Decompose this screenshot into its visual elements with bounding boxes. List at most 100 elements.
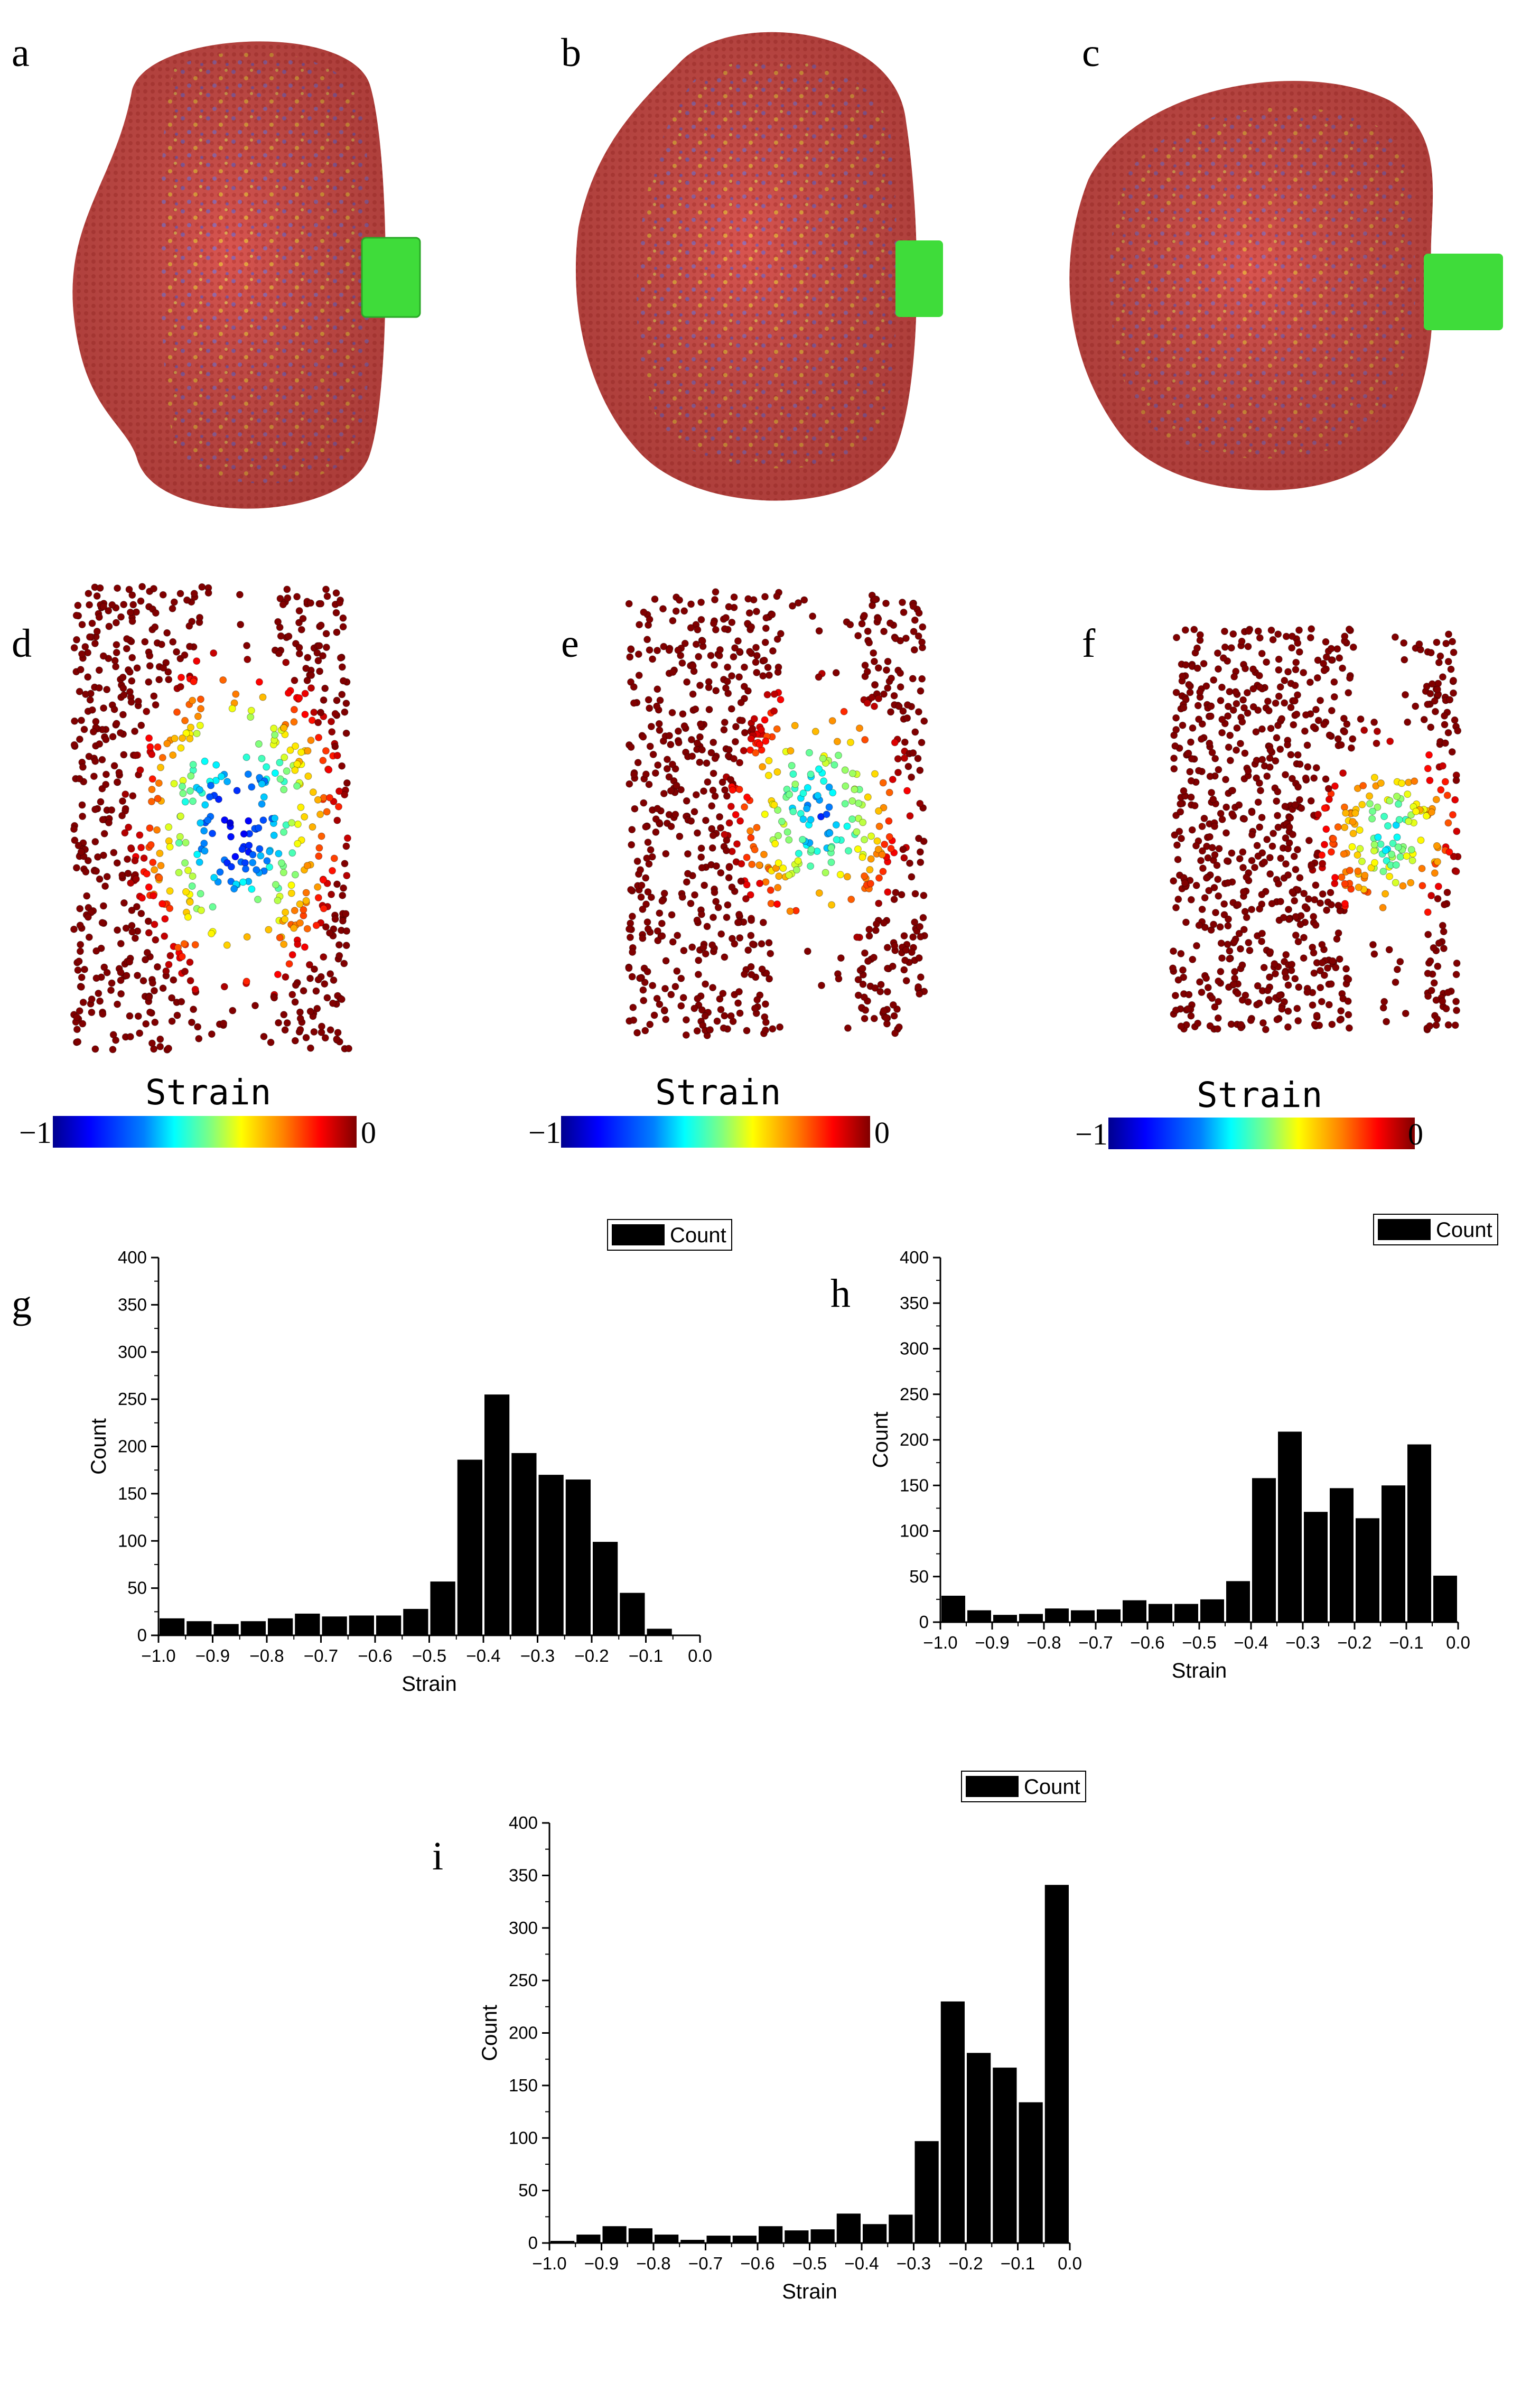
strain-point bbox=[864, 957, 872, 965]
strain-point bbox=[1237, 945, 1244, 953]
strain-point bbox=[827, 844, 835, 852]
strain-point bbox=[840, 708, 848, 715]
strain-point bbox=[1431, 708, 1439, 715]
strain-point bbox=[279, 601, 287, 609]
x-tick-label: −0.1 bbox=[629, 1646, 663, 1665]
bar-g-10 bbox=[430, 1581, 455, 1635]
strain-point bbox=[1254, 982, 1262, 990]
strain-point bbox=[285, 960, 293, 968]
strain-point bbox=[866, 880, 874, 888]
x-tick-label: −0.3 bbox=[1285, 1633, 1320, 1652]
strain-point bbox=[186, 643, 193, 650]
strain-point bbox=[1289, 888, 1296, 896]
strain-point bbox=[807, 846, 815, 854]
strain-point bbox=[131, 857, 139, 864]
strain-point bbox=[148, 750, 156, 758]
x-tick-label: −0.5 bbox=[1182, 1633, 1216, 1652]
strain-point bbox=[1192, 881, 1200, 889]
panel-letter-i: i bbox=[432, 1834, 444, 1878]
strain-point bbox=[187, 723, 194, 731]
strain-point bbox=[323, 994, 331, 1002]
strain-point bbox=[284, 689, 292, 697]
strain-point bbox=[1281, 969, 1289, 976]
strain-point bbox=[1373, 728, 1381, 736]
strain-point bbox=[820, 777, 828, 785]
strain-point bbox=[1402, 1010, 1410, 1017]
strain-point bbox=[1369, 807, 1377, 815]
strain-point bbox=[317, 621, 325, 629]
strain-point bbox=[196, 786, 203, 794]
strain-point bbox=[1172, 1007, 1180, 1014]
strain-point bbox=[667, 741, 675, 749]
strain-point bbox=[877, 981, 885, 989]
strain-point bbox=[1177, 1022, 1185, 1030]
strain-point bbox=[242, 978, 250, 985]
strain-point bbox=[1439, 998, 1446, 1005]
strain-point bbox=[1322, 638, 1330, 646]
strain-point bbox=[919, 914, 927, 922]
strain-point bbox=[96, 584, 104, 592]
strain-point bbox=[654, 805, 661, 813]
strain-point bbox=[1384, 822, 1392, 830]
strain-point bbox=[1340, 850, 1348, 858]
strain-point bbox=[1238, 718, 1246, 726]
strain-point bbox=[293, 593, 301, 601]
strain-point bbox=[148, 979, 156, 987]
strain-point bbox=[1193, 942, 1200, 950]
strain-point bbox=[1303, 741, 1311, 749]
strain-point bbox=[257, 852, 265, 860]
strain-point bbox=[684, 870, 692, 878]
strain-point bbox=[1274, 812, 1282, 820]
strain-point bbox=[1214, 1025, 1221, 1033]
strain-point bbox=[1311, 1020, 1319, 1028]
strain-point bbox=[95, 684, 103, 692]
strain-point bbox=[1451, 1021, 1459, 1029]
strain-point bbox=[767, 900, 775, 907]
strain-point bbox=[1423, 812, 1431, 820]
strain-point bbox=[88, 619, 96, 627]
strain-point bbox=[186, 977, 194, 984]
strain-point bbox=[1206, 772, 1214, 780]
strain-point bbox=[879, 779, 887, 787]
strain-point bbox=[1426, 690, 1434, 697]
strain-point bbox=[815, 673, 823, 681]
strain-point bbox=[1231, 967, 1239, 975]
strain-point bbox=[774, 806, 782, 814]
strain-point bbox=[1258, 937, 1266, 945]
strain-point bbox=[1181, 626, 1189, 634]
strain-point bbox=[1226, 955, 1234, 963]
strain-point bbox=[295, 644, 303, 651]
strain-point bbox=[1450, 677, 1457, 684]
strain-point bbox=[1407, 846, 1415, 854]
strain-point bbox=[655, 720, 663, 728]
strain-point bbox=[770, 690, 778, 698]
strain-point bbox=[258, 780, 266, 788]
bar-h-9 bbox=[1174, 1604, 1198, 1622]
strain-point bbox=[856, 724, 863, 732]
strain-point bbox=[863, 668, 871, 676]
strain-point bbox=[223, 778, 231, 786]
strain-point bbox=[737, 699, 745, 706]
strain-point bbox=[815, 889, 823, 897]
strain-point bbox=[1177, 800, 1184, 808]
strain-point bbox=[1424, 908, 1432, 916]
strain-point bbox=[1329, 957, 1337, 965]
strain-point bbox=[1221, 643, 1229, 651]
strain-point bbox=[751, 846, 759, 853]
strain-point bbox=[330, 976, 338, 984]
strain-point bbox=[1210, 920, 1218, 928]
strain-point bbox=[695, 956, 703, 964]
strain-point bbox=[191, 985, 199, 993]
strain-point bbox=[694, 829, 701, 837]
bar-h-7 bbox=[1123, 1600, 1146, 1622]
strain-point bbox=[642, 770, 650, 778]
strain-point bbox=[311, 965, 318, 973]
strain-point bbox=[1198, 735, 1205, 743]
strain-point bbox=[729, 786, 736, 794]
strain-point bbox=[837, 954, 845, 962]
strain-point bbox=[340, 960, 348, 967]
strain-point bbox=[1189, 724, 1197, 732]
strain-point bbox=[1264, 986, 1272, 994]
